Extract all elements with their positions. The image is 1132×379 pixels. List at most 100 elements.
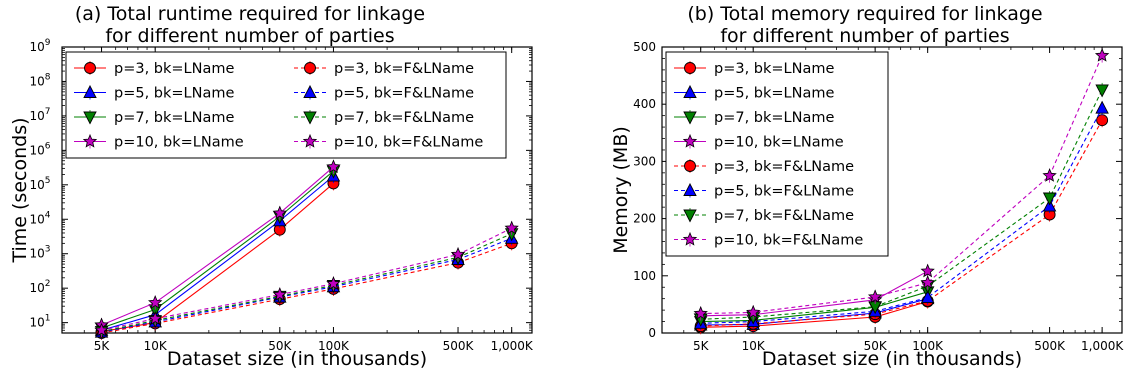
legend-entry: p=7, bk=LName bbox=[674, 110, 834, 126]
y-tick-base: 10 bbox=[29, 281, 44, 295]
series-line bbox=[101, 242, 512, 334]
y-axis-label: Time (seconds) bbox=[9, 117, 31, 263]
legend: p=3, bk=LName p=5, bk=LName p=7, bk=LName p… bbox=[665, 51, 889, 257]
series-3 bbox=[94, 159, 341, 333]
y-axis-label: Memory (MB) bbox=[610, 126, 632, 254]
series-line bbox=[700, 119, 1103, 327]
series-line bbox=[101, 166, 334, 326]
x-tick-label: 10K bbox=[144, 339, 168, 353]
y-tick-exponent: 5 bbox=[45, 176, 51, 186]
data-point bbox=[1042, 192, 1057, 206]
chart-title-line-1: for different number of parties bbox=[720, 25, 1009, 47]
legend-entry: p=10, bk=F&LName bbox=[294, 133, 483, 151]
legend-entry: p=7, bk=F&LName bbox=[674, 208, 854, 224]
legend-label: p=7, bk=LName bbox=[714, 110, 834, 126]
series-line bbox=[101, 237, 512, 333]
y-tick-label: 200 bbox=[633, 212, 656, 226]
legend-label: p=10, bk=LName bbox=[714, 135, 844, 151]
y-tick-label: 102 bbox=[29, 279, 50, 295]
legend-entry: p=5, bk=LName bbox=[674, 85, 834, 102]
x-tick-label: 100K bbox=[912, 339, 944, 353]
legend: p=3, bk=LName p=5, bk=LName p=7, bk=LName p… bbox=[65, 51, 507, 159]
x-tick-label: 5K bbox=[94, 339, 111, 353]
y-tick-exponent: 2 bbox=[45, 279, 51, 289]
legend-marker bbox=[683, 85, 697, 98]
series-line bbox=[700, 291, 928, 323]
series-line bbox=[700, 107, 1103, 324]
x-tick-label: 50K bbox=[268, 339, 292, 353]
y-tick-exponent: 4 bbox=[45, 210, 51, 220]
y-tick-label: 106 bbox=[29, 141, 50, 157]
chart-title-line-0: (b) Total memory required for linkage bbox=[687, 3, 1042, 25]
legend-label: p=3, bk=F&LName bbox=[714, 159, 854, 175]
data-point bbox=[693, 306, 708, 320]
x-tick-label: 500K bbox=[443, 339, 475, 353]
y-tick-label: 103 bbox=[29, 245, 50, 261]
y-tick-base: 10 bbox=[29, 316, 44, 330]
legend-entry: p=5, bk=F&LName bbox=[294, 85, 474, 102]
series-line bbox=[101, 175, 334, 331]
legend-marker bbox=[304, 62, 316, 74]
legend-label: p=3, bk=F&LName bbox=[334, 61, 474, 77]
x-tick-label: 1,000K bbox=[491, 339, 534, 353]
legend-marker bbox=[683, 209, 697, 223]
legend-marker bbox=[682, 231, 698, 246]
legend-entry: p=3, bk=LName bbox=[74, 61, 234, 77]
series-line bbox=[700, 89, 1103, 320]
y-tick-label: 107 bbox=[29, 107, 50, 123]
series-2 bbox=[94, 164, 341, 336]
legend-marker bbox=[303, 111, 317, 125]
legend-label: p=3, bk=LName bbox=[714, 61, 834, 77]
data-point bbox=[920, 290, 935, 303]
legend-marker bbox=[682, 133, 698, 148]
y-tick-base: 10 bbox=[29, 178, 44, 192]
data-point bbox=[1095, 84, 1109, 98]
chart-title-line-1: for different number of parties bbox=[105, 25, 394, 47]
legend-entry: p=3, bk=LName bbox=[674, 61, 834, 77]
y-tick-base: 10 bbox=[29, 109, 44, 123]
legend-entry: p=7, bk=LName bbox=[74, 110, 234, 126]
x-tick-label: 100K bbox=[318, 339, 350, 353]
y-tick-exponent: 7 bbox=[45, 107, 51, 117]
y-tick-base: 10 bbox=[29, 143, 44, 157]
legend-box bbox=[65, 51, 507, 159]
x-tick-label: 10K bbox=[742, 339, 766, 353]
legend-marker bbox=[83, 111, 97, 125]
data-point bbox=[148, 295, 163, 309]
y-tick-label: 104 bbox=[29, 210, 50, 226]
data-point bbox=[1094, 48, 1110, 62]
legend-marker bbox=[684, 160, 696, 172]
y-tick-exponent: 8 bbox=[45, 72, 51, 82]
data-point bbox=[920, 275, 935, 289]
series-line bbox=[101, 233, 512, 333]
legend-label: p=7, bk=F&LName bbox=[334, 110, 474, 126]
legend-entry: p=3, bk=F&LName bbox=[674, 159, 854, 175]
legend-label: p=5, bk=LName bbox=[114, 86, 234, 102]
legend-label: p=10, bk=LName bbox=[114, 135, 244, 151]
legend-marker bbox=[83, 85, 97, 98]
y-tick-base: 10 bbox=[29, 247, 44, 261]
legend-entry: p=3, bk=F&LName bbox=[294, 61, 474, 77]
y-tick-label: 100 bbox=[633, 269, 656, 283]
y-tick-label: 109 bbox=[29, 38, 50, 54]
legend-entry: p=10, bk=F&LName bbox=[674, 231, 863, 249]
data-point bbox=[272, 287, 287, 301]
data-point bbox=[94, 322, 109, 337]
data-point bbox=[148, 311, 163, 325]
data-point bbox=[1042, 168, 1057, 182]
x-tick-label: 1,000K bbox=[1081, 339, 1124, 353]
legend-entry: p=10, bk=LName bbox=[74, 133, 244, 151]
plot-frame bbox=[661, 46, 1123, 334]
legend-label: p=10, bk=F&LName bbox=[714, 233, 863, 249]
legend-entry: p=5, bk=LName bbox=[74, 85, 234, 102]
series-line bbox=[700, 270, 928, 317]
legend-marker bbox=[303, 85, 317, 98]
series-line bbox=[101, 227, 512, 331]
y-tick-base: 10 bbox=[29, 74, 44, 88]
data-point bbox=[326, 159, 341, 174]
series-line bbox=[101, 170, 334, 329]
legend-marker bbox=[84, 62, 96, 74]
y-tick-label: 400 bbox=[633, 97, 656, 111]
series-line bbox=[101, 182, 334, 333]
